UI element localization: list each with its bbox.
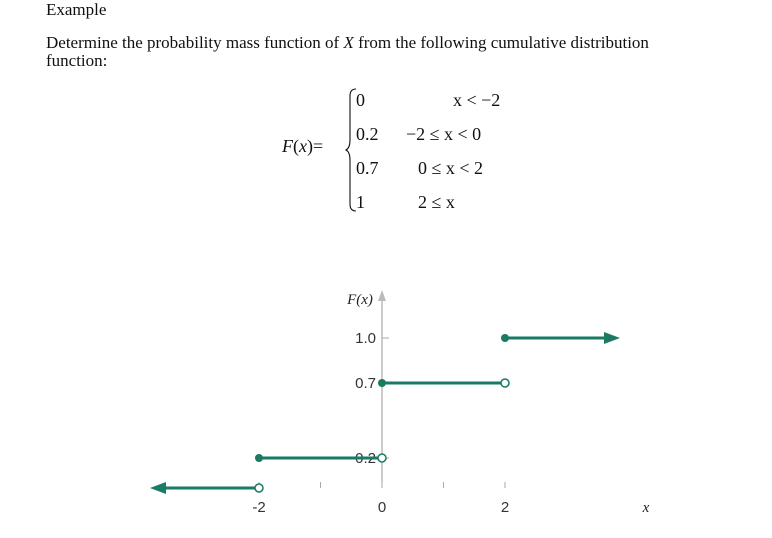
closed-point-marker <box>501 334 509 342</box>
left-brace-icon <box>345 88 357 212</box>
closed-point-marker <box>255 454 263 462</box>
open-point-marker <box>254 483 264 493</box>
cdf-lhs: F(x)= <box>282 136 324 156</box>
problem-statement: Determine the probability mass function … <box>46 34 706 70</box>
closed-point-marker <box>378 379 386 387</box>
case-condition-4: 2 ≤ x <box>418 192 455 212</box>
function-name: F <box>282 136 293 156</box>
case-value-1: 0 <box>356 90 365 110</box>
random-variable: X <box>343 33 354 52</box>
right-arrow-icon <box>604 332 620 344</box>
y-axis-arrow-icon <box>378 290 386 301</box>
case-condition-1: x < −2 <box>453 90 501 110</box>
y-tick-label: 0.7 <box>355 375 376 392</box>
x-tick-label: -2 <box>252 499 265 516</box>
case-value-4: 1 <box>356 192 365 212</box>
x-tick-label: 0 <box>378 499 386 516</box>
y-axis-label: F(x) <box>346 292 373 308</box>
x-axis-label: x <box>642 500 650 516</box>
prompt-text-before: Determine the probability mass function … <box>46 33 344 52</box>
example-heading: Example <box>46 0 107 19</box>
case-condition-3: 0 ≤ x < 2 <box>418 158 484 178</box>
case-value-3: 0.7 <box>356 158 379 178</box>
x-tick-label: 2 <box>501 499 509 516</box>
case-value-2: 0.2 <box>356 124 379 144</box>
function-argument: x <box>299 136 307 156</box>
cdf-formula: F(x)= 0 0.2 0.7 1 x < −2 −2 ≤ x < 0 0 ≤ … <box>280 84 540 214</box>
case-condition-2: −2 ≤ x < 0 <box>406 124 482 144</box>
left-arrow-icon <box>150 482 166 494</box>
open-point-marker <box>500 378 510 388</box>
y-tick-label: 1.0 <box>355 330 376 347</box>
open-point-marker <box>377 453 387 463</box>
prompt-text-after: from the following cumulative distributi… <box>46 33 649 70</box>
